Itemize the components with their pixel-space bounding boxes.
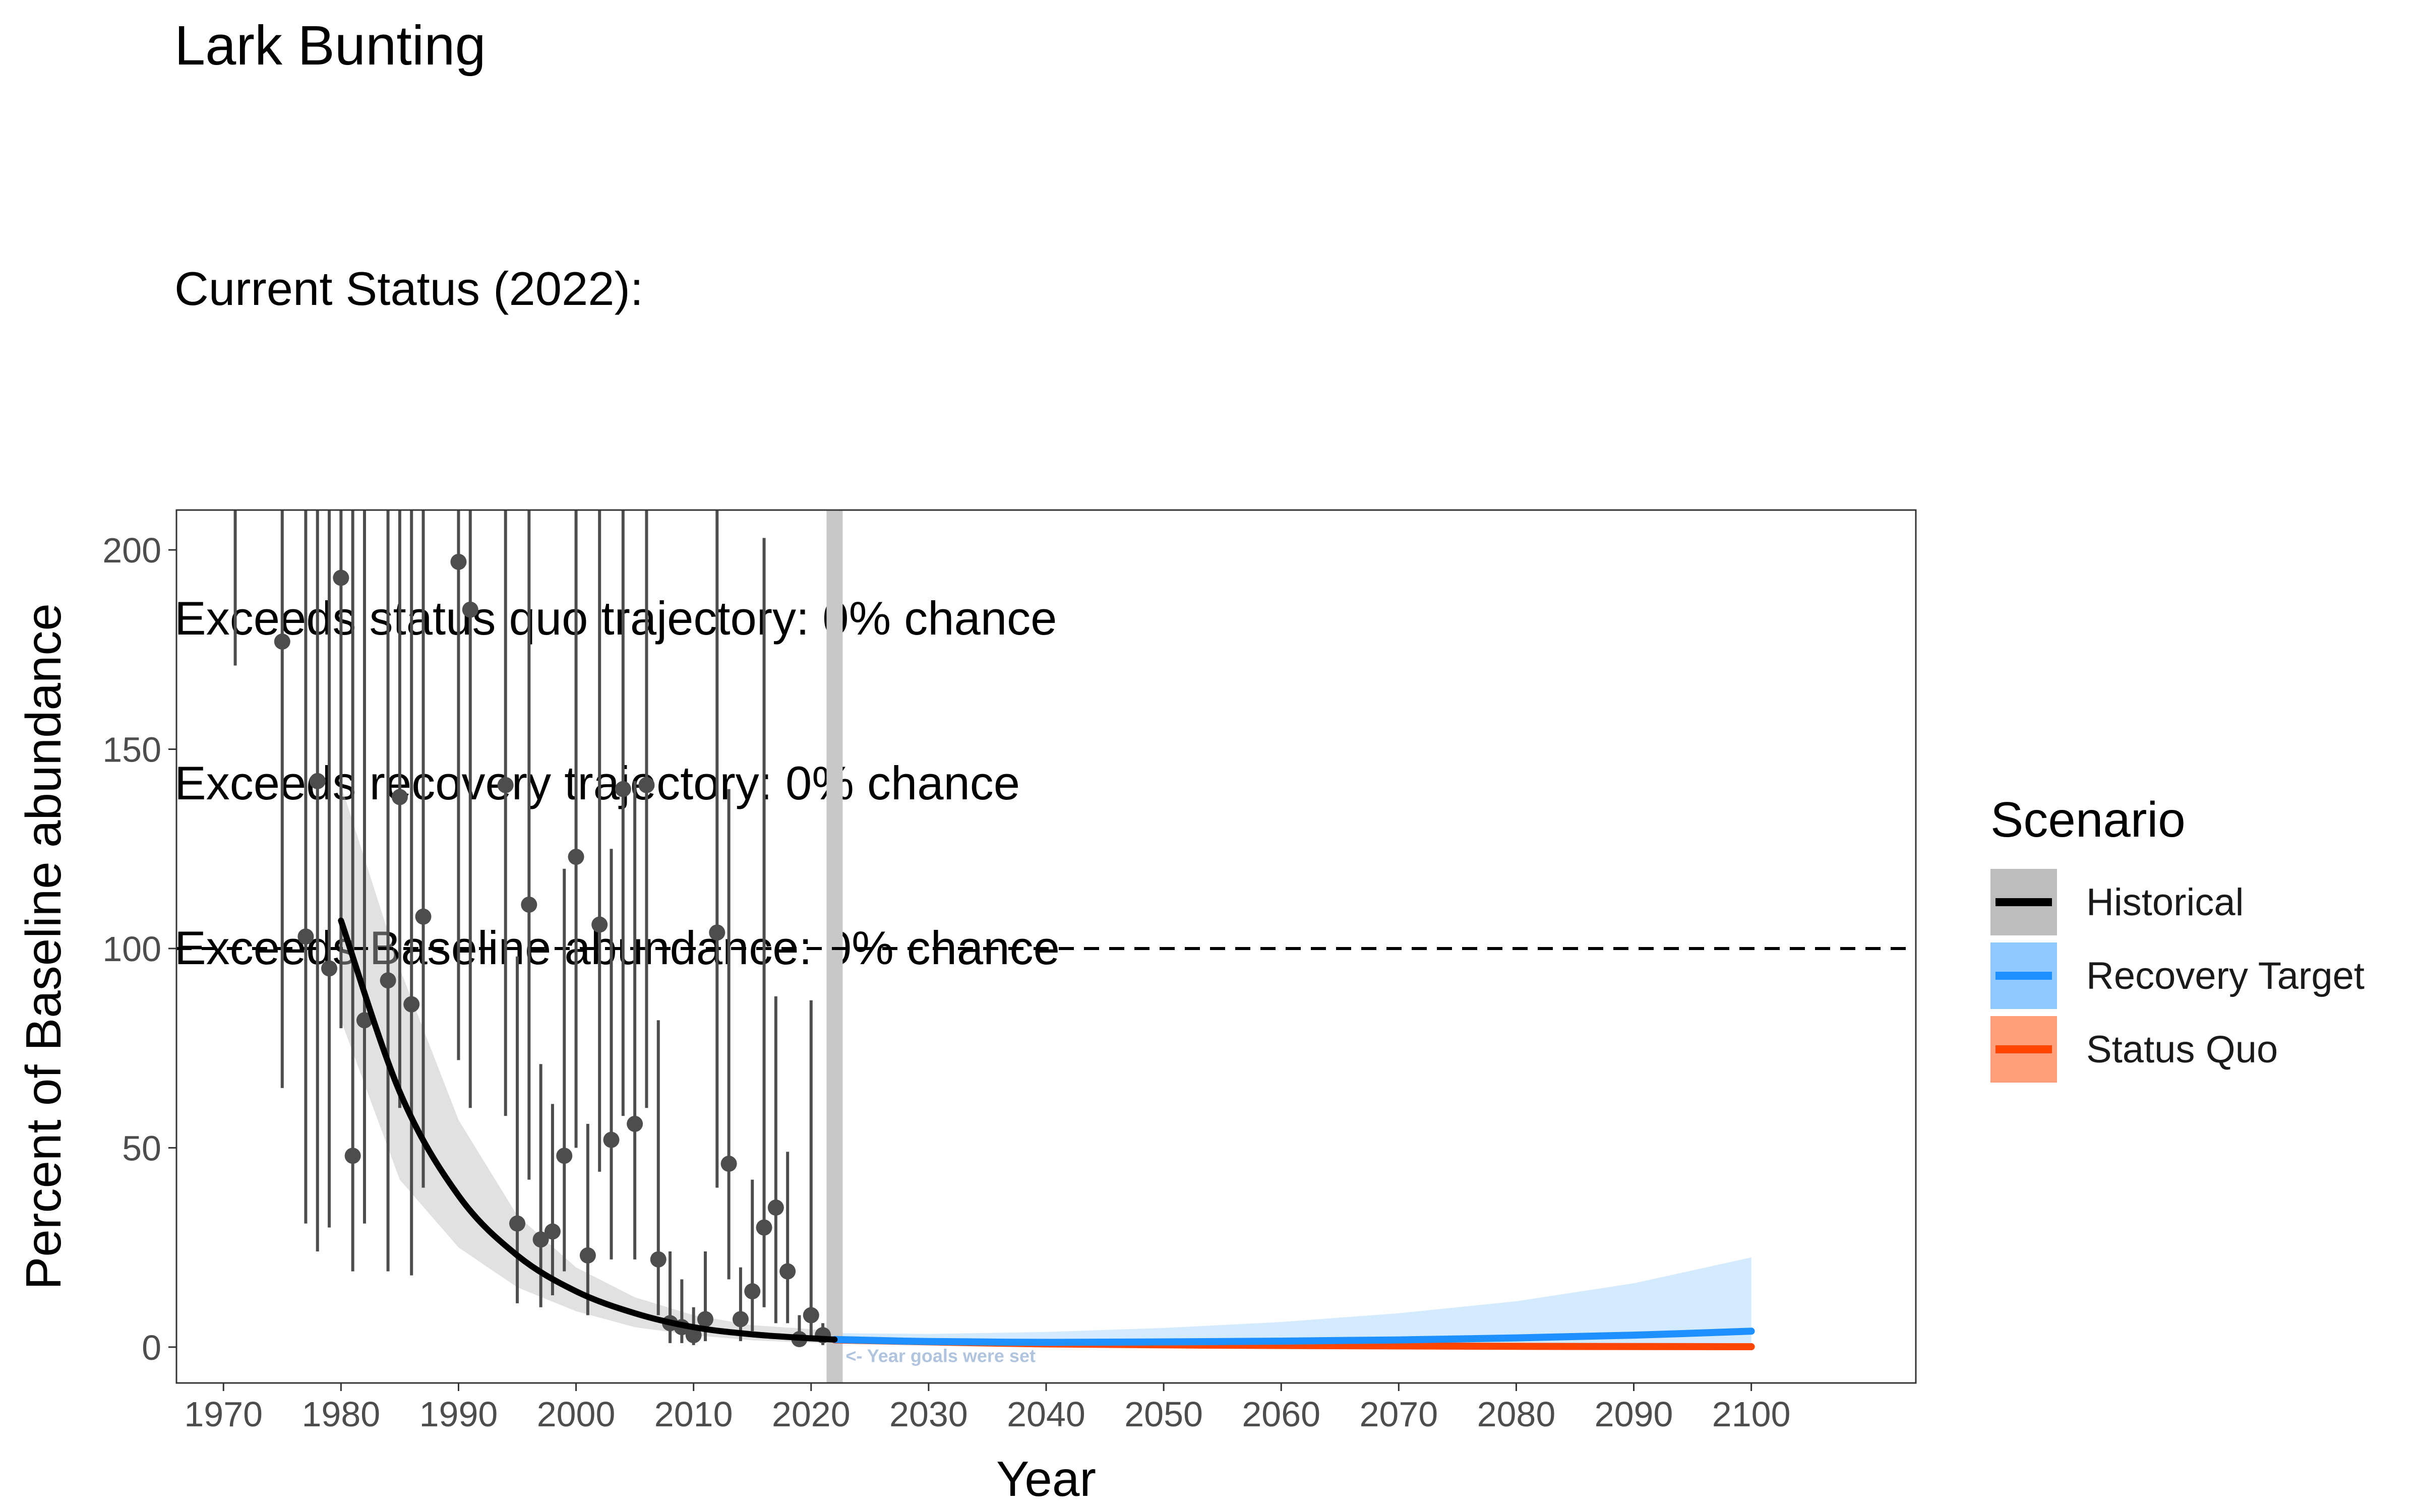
data-point [391,789,408,805]
goal-year-bar [826,510,843,1383]
legend-label: Historical [2086,880,2244,924]
data-point [744,1283,761,1300]
plot-panel-border [175,509,1917,1384]
data-point [697,1311,713,1328]
x-tick-label: 1980 [301,1395,380,1434]
data-point [767,1200,784,1216]
data-point [779,1263,796,1280]
y-tick-label: 150 [102,730,161,770]
legend-item-recovery-target: Recovery Target [1990,939,2365,1013]
y-tick-label: 200 [102,531,161,570]
x-tick-label: 2060 [1242,1395,1320,1434]
y-axis: 0 50 100 150 200 [102,531,176,1367]
data-point [532,1231,549,1248]
data-point [732,1311,749,1328]
band-recovery-target [834,1257,1751,1346]
x-tick-label: 2070 [1359,1395,1438,1434]
y-tick-label: 100 [102,929,161,969]
data-point [756,1219,772,1236]
data-point [462,601,478,618]
legend-item-status-quo: Status Quo [1990,1013,2365,1086]
data-point [497,777,514,793]
y-tick-label: 0 [142,1328,161,1367]
data-point [356,1012,373,1029]
data-point [309,773,326,789]
data-point [509,1215,526,1232]
data-point [274,633,290,650]
legend-label: Recovery Target [2086,954,2365,997]
legend-item-historical: Historical [1990,865,2365,939]
line-historical [338,917,838,1343]
legend-swatch-recovery-target [1990,942,2057,1009]
x-axis: 1970 1980 1990 2000 2010 2020 2030 2040 2050 2060… [184,1383,1791,1434]
data-point [321,960,338,977]
data-point [720,1156,737,1172]
reference-layer [176,510,1916,1383]
legend-swatch-historical [1990,869,2057,935]
data-point [650,1251,667,1268]
data-point [579,1247,596,1264]
x-tick-label: 2020 [772,1395,851,1434]
legend-title: Scenario [1990,792,2186,847]
legend-label: Status Quo [2086,1028,2278,1071]
x-tick-label: 2030 [889,1395,968,1434]
y-axis-label: Percent of Baseline abundance [16,603,71,1290]
x-tick-label: 1990 [419,1395,498,1434]
data-point [591,916,608,933]
line-recovery-target [831,1328,1755,1346]
trend-lines [338,917,1755,1351]
x-tick-label: 2080 [1477,1395,1556,1434]
x-tick-label: 2100 [1712,1395,1791,1434]
chart-subtitle: Current Status (2022): Exceeds status qu… [174,151,1060,1030]
error-bars [233,510,825,1345]
x-tick-label: 1970 [184,1395,263,1434]
goal-year-annotation: <- Year goals were set [845,1346,1036,1366]
data-point [627,1115,643,1132]
data-point [380,972,396,989]
data-point [415,908,432,925]
data-point [544,1223,561,1240]
x-axis-label: Year [996,1451,1096,1506]
x-tick-label: 2010 [654,1395,733,1434]
data-point [638,777,655,793]
data-points [274,553,831,1348]
subtitle-line: Current Status (2022): [174,262,643,315]
data-point [344,1148,361,1164]
data-point [403,996,420,1013]
y-tick-label: 50 [122,1128,161,1168]
data-point [803,1307,819,1324]
data-point [615,781,631,797]
data-point [685,1327,702,1344]
data-point [709,924,725,941]
data-point [603,1131,620,1148]
x-tick-label: 2050 [1124,1395,1203,1434]
data-point [297,928,314,945]
legend-swatch-status-quo [1990,1016,2057,1083]
x-tick-label: 2000 [537,1395,616,1434]
data-point [568,849,584,865]
data-point [521,896,537,913]
data-point [333,570,349,586]
x-tick-label: 2040 [1007,1395,1085,1434]
chart-title: Lark Bunting [174,15,486,77]
x-tick-label: 2090 [1595,1395,1673,1434]
legend: Scenario Historical Recovery Target Stat… [1990,791,2365,1086]
annotations: <- Year goals were set [845,1346,1036,1366]
data-point [450,553,467,570]
data-point [556,1148,573,1164]
